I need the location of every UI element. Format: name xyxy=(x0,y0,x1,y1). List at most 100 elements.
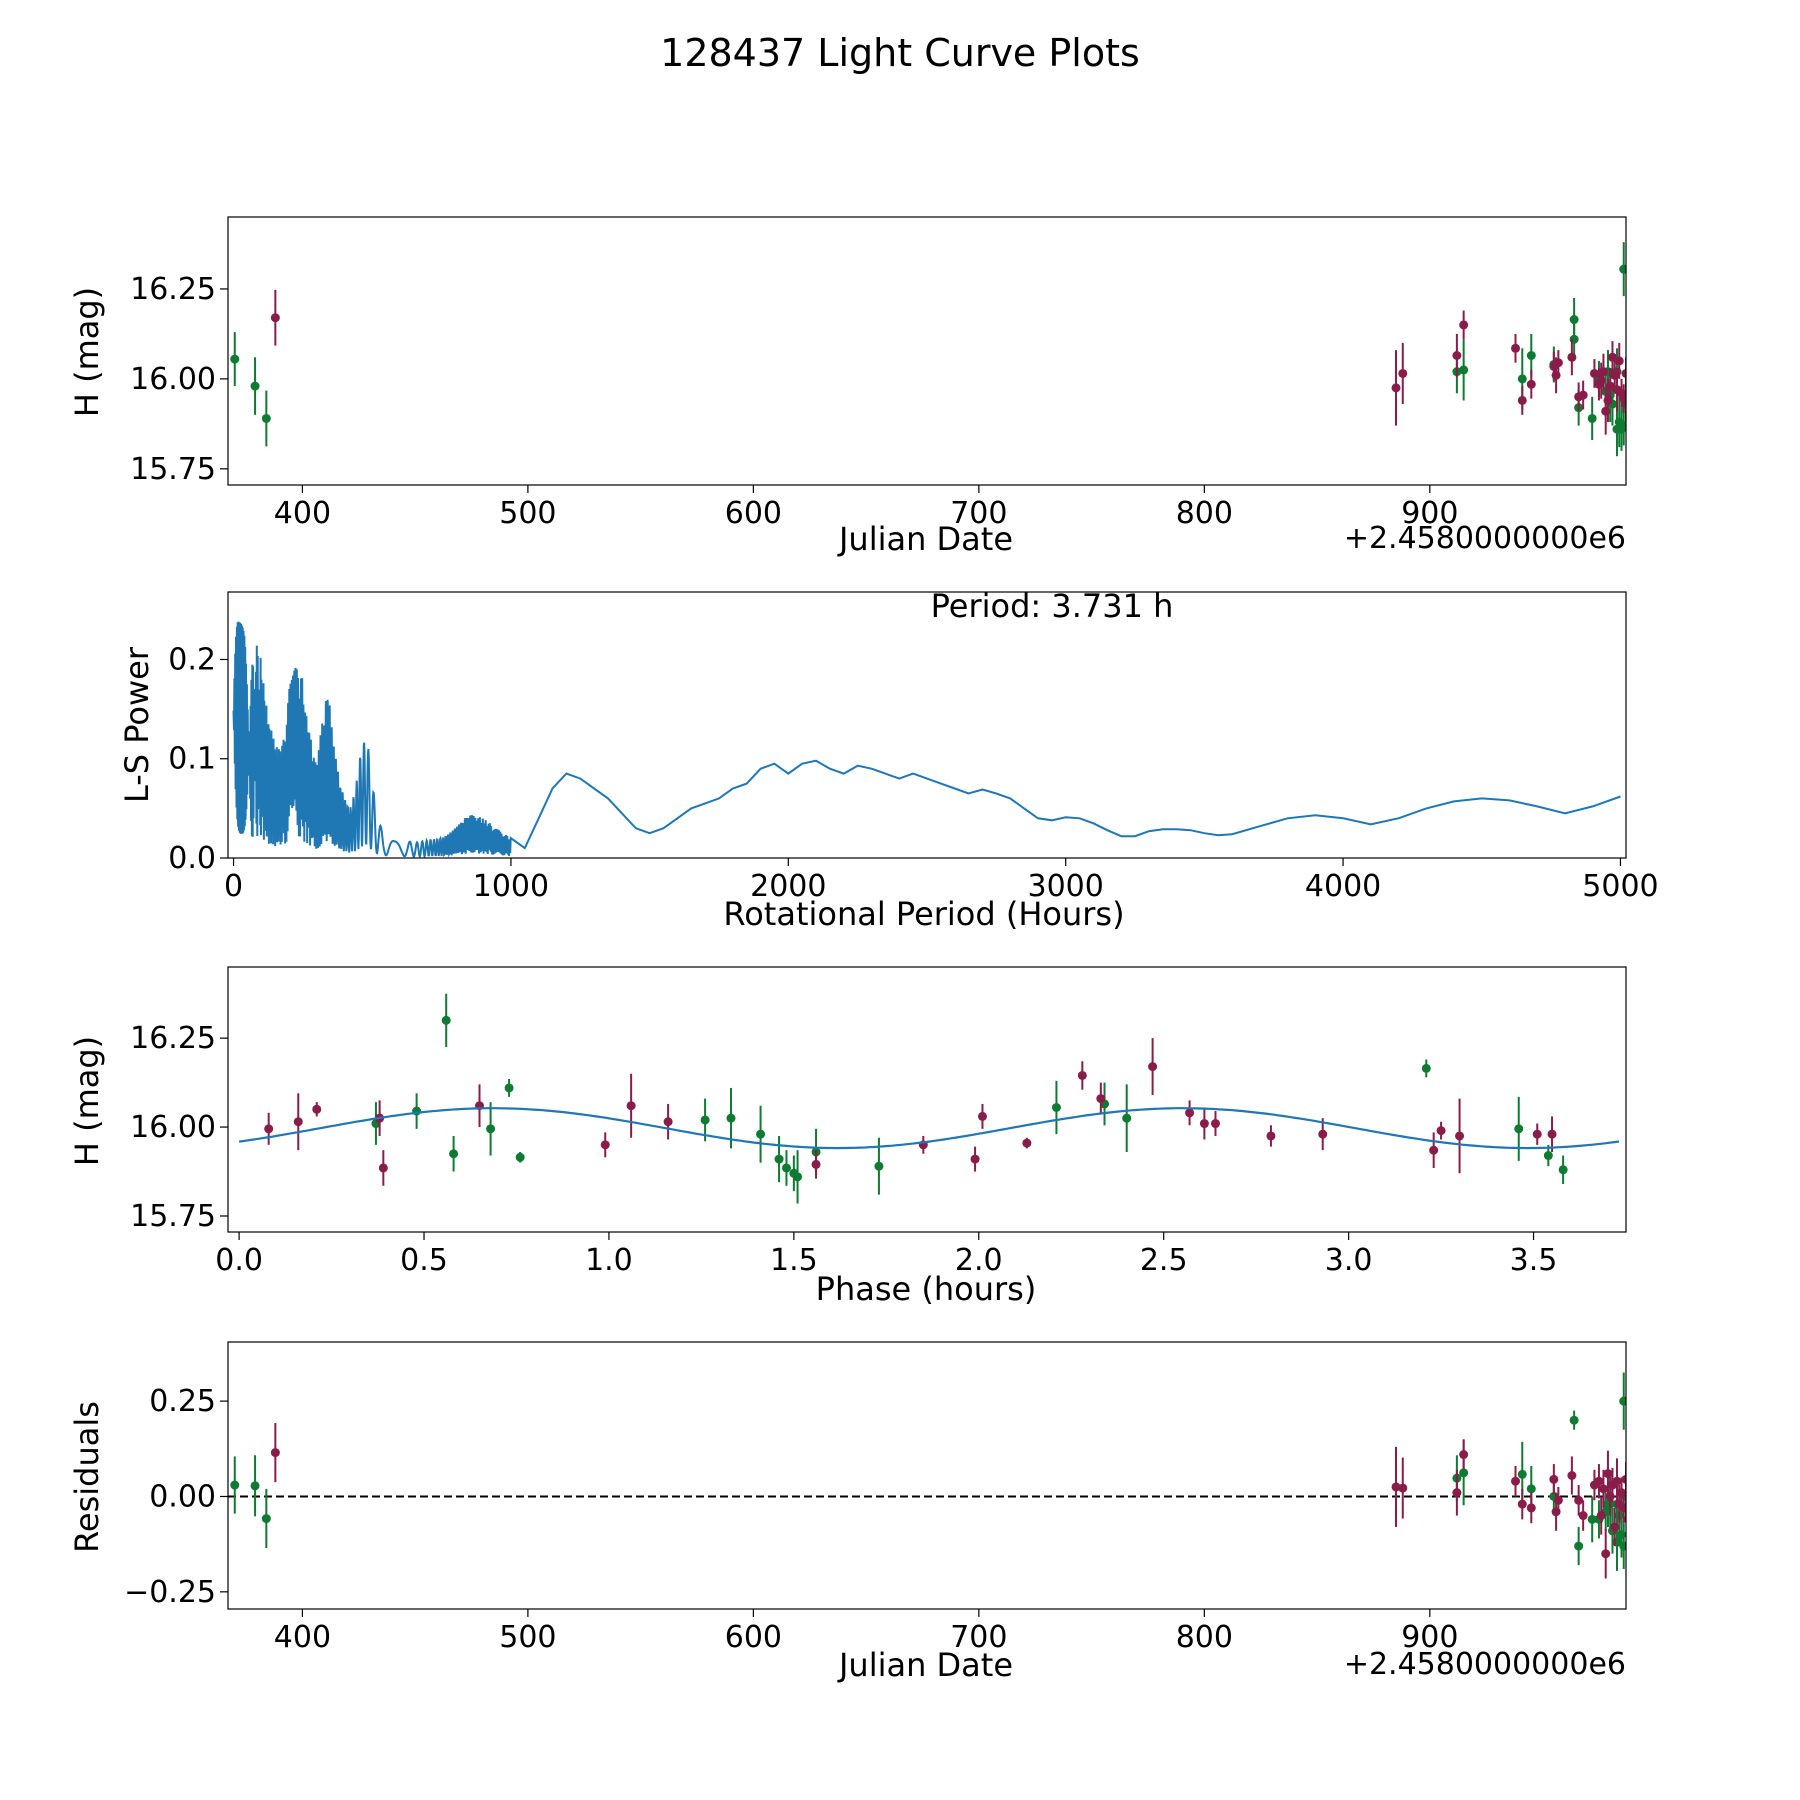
lightcurve-x-offset: +2.4580000000e6 xyxy=(1344,521,1626,556)
y-tick-label: 0.00 xyxy=(149,1479,216,1514)
data-point xyxy=(1511,343,1521,353)
data-point xyxy=(1598,1484,1608,1494)
data-point xyxy=(1511,1476,1521,1486)
data-point xyxy=(1610,1522,1620,1532)
data-point xyxy=(1623,1515,1626,1524)
x-tick-label: 2.0 xyxy=(955,1243,1003,1278)
residuals-panel: Residuals Julian Date +2.4580000000e6 40… xyxy=(68,1341,1640,1684)
x-tick-label: 400 xyxy=(274,496,331,531)
data-point xyxy=(1266,1131,1276,1141)
figure-title: 128437 Light Curve Plots xyxy=(660,31,1140,75)
x-tick-label: 900 xyxy=(1401,496,1458,531)
data-point xyxy=(230,1480,240,1490)
y-tick-label: 0.25 xyxy=(149,1384,216,1419)
data-point xyxy=(1601,1549,1611,1559)
x-tick-label: 600 xyxy=(725,1620,782,1655)
lightcurve-x-label: Julian Date xyxy=(837,520,1013,558)
residuals-x-offset: +2.4580000000e6 xyxy=(1344,1647,1626,1682)
data-point xyxy=(1569,315,1579,325)
data-point xyxy=(1619,1503,1626,1513)
y-tick-label: 16.00 xyxy=(130,362,216,397)
y-tick-label: 0.2 xyxy=(168,642,216,677)
data-point xyxy=(970,1154,980,1164)
data-point xyxy=(1549,1474,1559,1484)
x-tick-label: 500 xyxy=(499,496,556,531)
lightcurve-panel: H (mag) Julian Date +2.4580000000e6 400 5… xyxy=(68,216,1640,558)
lightcurve-plot-area xyxy=(230,242,1640,457)
y-tick-label: 16.00 xyxy=(130,1110,216,1145)
data-point xyxy=(1185,1108,1195,1118)
data-point xyxy=(874,1161,884,1171)
x-tick-label: 0 xyxy=(224,869,243,904)
residuals-frame xyxy=(227,1341,1627,1610)
data-point xyxy=(504,1083,514,1093)
data-point xyxy=(977,1111,987,1121)
data-point xyxy=(1391,1482,1401,1492)
data-point xyxy=(1429,1145,1439,1155)
phased-x-label: Phase (hours) xyxy=(816,1270,1037,1308)
data-point xyxy=(1631,1515,1640,1524)
data-point xyxy=(1621,1474,1626,1484)
data-point xyxy=(1547,1129,1557,1139)
x-tick-label: 700 xyxy=(950,1620,1007,1655)
x-tick-label: 2000 xyxy=(750,869,826,904)
data-point xyxy=(1619,1541,1626,1551)
x-tick-label: 2.5 xyxy=(1140,1243,1188,1278)
data-point xyxy=(1603,1469,1613,1479)
data-point xyxy=(1628,1519,1637,1528)
data-point xyxy=(1459,1468,1469,1478)
y-tick-label: 15.75 xyxy=(130,452,216,487)
data-point xyxy=(1614,356,1624,366)
y-tick-label: 16.25 xyxy=(130,1021,216,1056)
data-point xyxy=(1318,1129,1328,1139)
data-point xyxy=(515,1152,525,1162)
y-tick-label: 16.25 xyxy=(130,272,216,307)
data-point xyxy=(1587,1514,1597,1524)
data-point xyxy=(1589,368,1599,378)
data-point xyxy=(1526,1484,1536,1494)
data-point xyxy=(1452,1488,1462,1498)
data-point xyxy=(1621,368,1626,378)
data-point xyxy=(1526,379,1536,389)
y-tick-label: 0.1 xyxy=(168,742,216,777)
data-point xyxy=(1628,418,1637,427)
residuals-y-label: Residuals xyxy=(68,1401,106,1553)
data-point xyxy=(756,1129,766,1139)
x-tick-label: 5000 xyxy=(1582,869,1658,904)
data-point xyxy=(261,413,271,423)
periodogram-line xyxy=(232,621,1621,858)
data-point xyxy=(230,354,240,364)
data-point xyxy=(1459,1450,1469,1460)
x-tick-label: 0.0 xyxy=(215,1243,263,1278)
phased-plot-area xyxy=(238,993,1620,1204)
data-point xyxy=(261,1514,271,1524)
data-point xyxy=(1631,382,1640,391)
data-point xyxy=(1051,1103,1061,1113)
data-point xyxy=(726,1113,736,1123)
data-point xyxy=(1553,358,1563,368)
data-point xyxy=(378,1163,388,1173)
data-point xyxy=(663,1117,673,1127)
x-tick-label: 1.5 xyxy=(770,1243,818,1278)
periodogram-frame xyxy=(227,591,1627,859)
phased-frame xyxy=(227,966,1627,1233)
data-point xyxy=(1594,1476,1604,1486)
residuals-x-label: Julian Date xyxy=(837,1646,1013,1684)
data-point xyxy=(1514,1124,1524,1134)
data-point xyxy=(270,1448,280,1458)
data-point xyxy=(1619,1396,1626,1406)
data-point xyxy=(1598,367,1608,377)
data-point xyxy=(1452,350,1462,360)
data-point xyxy=(1077,1070,1087,1080)
periodogram-panel: L-S Power Rotational Period (Hours) Peri… xyxy=(118,587,1659,933)
x-tick-label: 400 xyxy=(274,1620,331,1655)
data-point xyxy=(1574,1541,1584,1551)
data-point xyxy=(1210,1119,1220,1129)
x-tick-label: 0.5 xyxy=(400,1243,448,1278)
data-point xyxy=(1526,1503,1536,1513)
data-point xyxy=(293,1117,303,1127)
data-point xyxy=(1553,1495,1563,1505)
y-tick-label: 15.75 xyxy=(130,1199,216,1234)
data-point xyxy=(264,1124,274,1134)
